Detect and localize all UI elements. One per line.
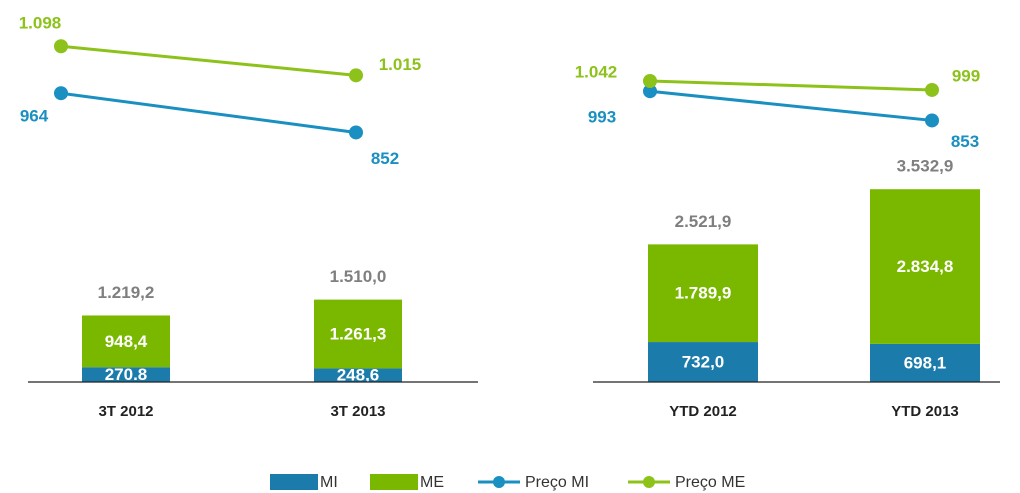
value-label: 248,6 (337, 366, 380, 385)
bar-segment (82, 315, 170, 368)
total-label: 2.521,9 (675, 212, 732, 231)
value-label: 1.261,3 (330, 325, 387, 344)
total-label: 3.532,9 (897, 157, 954, 176)
point (54, 86, 68, 101)
total-label: 1.219,2 (98, 283, 155, 302)
point (349, 68, 363, 83)
bar-segment (648, 342, 758, 382)
value-label: 270.8 (105, 365, 148, 384)
point (643, 73, 657, 88)
value-label: 698,1 (904, 353, 947, 372)
legend-marker (643, 476, 655, 488)
bar-segment (648, 244, 758, 343)
point (925, 82, 939, 97)
bar-segment (314, 299, 402, 369)
bar-segment (870, 343, 980, 382)
value-label: 948,4 (105, 332, 148, 351)
legend-label: Preço ME (675, 474, 745, 491)
legend-label: Preço MI (525, 474, 589, 491)
x-tick-label: 3T 2013 (330, 403, 385, 420)
value-label: 732,0 (682, 353, 725, 372)
line (649, 79, 933, 92)
point (925, 113, 939, 128)
value-label: 1.042 (575, 62, 618, 81)
value-label: 1.098 (19, 14, 62, 33)
legend-label: ME (420, 474, 444, 491)
point (349, 125, 363, 140)
point (643, 84, 657, 99)
total-label: 1.510,0 (330, 267, 387, 286)
legend-swatch (370, 474, 418, 490)
value-label: 852 (371, 149, 399, 168)
line (60, 91, 357, 134)
legend-label: MI (320, 474, 338, 491)
legend-swatch (270, 474, 318, 490)
x-tick-label: 3T 2012 (98, 403, 153, 420)
line (60, 44, 357, 77)
legend-marker (493, 476, 505, 488)
value-label: 853 (951, 132, 979, 151)
value-label: 2.834,8 (897, 257, 954, 276)
point (54, 39, 68, 54)
bar-segment (314, 368, 402, 382)
bar-segment (82, 367, 170, 382)
value-label: 964 (20, 107, 49, 126)
value-label: 1.015 (379, 55, 422, 74)
value-label: 1.789,9 (675, 284, 732, 303)
line (649, 89, 933, 122)
value-label: 993 (588, 108, 616, 127)
x-tick-label: YTD 2013 (891, 403, 959, 420)
bar-segment (870, 189, 980, 344)
x-tick-label: YTD 2012 (669, 403, 737, 420)
value-label: 999 (952, 66, 980, 85)
